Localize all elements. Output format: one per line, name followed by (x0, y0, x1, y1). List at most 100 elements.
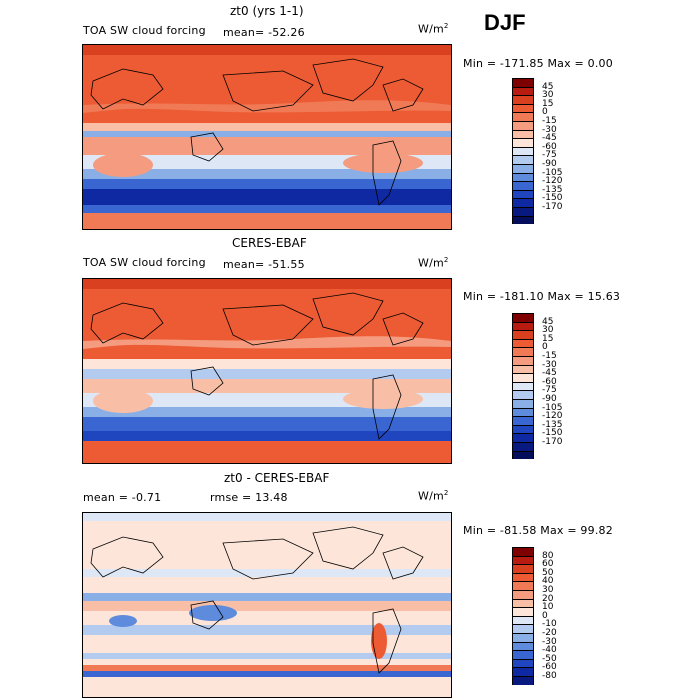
colorbar-swatch (512, 547, 534, 556)
colorbar-label: -150 (542, 428, 563, 439)
colorbar-swatch (512, 364, 534, 374)
colorbar-label: 50 (542, 567, 554, 578)
colorbar-label: -150 (542, 193, 563, 204)
panel-diff-rmse-label: rmse = 13.48 (210, 491, 288, 504)
colorbar-label: -30 (542, 124, 557, 135)
colorbar-swatch (512, 632, 534, 642)
colorbar-swatch (512, 390, 534, 399)
colorbar-swatch (512, 172, 534, 182)
colorbar-swatch (512, 615, 534, 625)
panel-model-map (82, 44, 452, 230)
colorbar-label: 0 (542, 342, 548, 353)
colorbar-swatch (512, 441, 534, 451)
colorbar-label: -60 (542, 376, 557, 387)
panel-diff-title: zt0 - CERES-EBAF (224, 471, 330, 485)
colorbar-label: -105 (542, 402, 563, 413)
colorbar-swatch (512, 313, 534, 322)
colorbar-label: -135 (542, 184, 563, 195)
colorbar-label: 15 (542, 333, 554, 344)
colorbar-swatch (512, 450, 534, 460)
colorbar-label: 40 (542, 576, 554, 587)
colorbar-label: -75 (542, 385, 557, 396)
colorbar-swatch (512, 103, 534, 113)
colorbar-label: 30 (542, 325, 554, 336)
colorbar-label: -105 (542, 167, 563, 178)
colorbar-swatch (512, 338, 534, 348)
panel-diff-units: W/m2 (418, 489, 449, 503)
colorbar-swatch (512, 398, 534, 408)
panel-model-colorbar: 45 30 15 0 -15 -30 -45 -60 -75 -90 -105 -120 -135 -15… (512, 78, 562, 225)
colorbar-swatch (512, 86, 534, 96)
colorbar-swatch (512, 373, 534, 382)
colorbar-swatch (512, 163, 534, 173)
colorbar-swatch (512, 572, 534, 582)
colorbar-label: 60 (542, 559, 554, 570)
panel-diff-colorbar: 80 60 50 40 30 20 10 0 -10 -20 -30 -40 -50 -60 -80 (512, 547, 557, 685)
colorbar-swatch (512, 667, 534, 676)
panel-obs-mean-label: mean= -51.55 (223, 258, 305, 271)
colorbar-swatch (512, 407, 534, 417)
colorbar-label: 30 (542, 585, 554, 595)
colorbar-swatch (512, 181, 534, 190)
panel-diff-mean-label: mean = -0.71 (83, 491, 162, 504)
panel-diff-map (82, 512, 452, 698)
colorbar-swatch (512, 78, 534, 87)
colorbar-swatch (512, 650, 534, 659)
panel-diff-minmax: Min = -81.58 Max = 99.82 (463, 524, 613, 537)
colorbar-swatch (512, 95, 534, 104)
colorbar-label: -60 (542, 141, 557, 152)
colorbar-swatch (512, 381, 534, 391)
colorbar-label: -45 (542, 368, 557, 379)
colorbar-swatch (512, 424, 534, 434)
colorbar-label: -120 (542, 176, 563, 187)
panel-obs-minmax: Min = -181.10 Max = 15.63 (463, 290, 621, 303)
colorbar-label: 45 (542, 316, 554, 327)
colorbar-swatch (512, 155, 534, 164)
panel-model-mean-label: mean= -52.26 (223, 26, 305, 39)
colorbar-swatch (512, 330, 534, 339)
colorbar-swatch (512, 206, 534, 216)
colorbar-label: -10 (542, 619, 557, 630)
panel-obs-colorbar: 45 30 15 0 -15 -30 -45 -60 -75 -90 -105 -120 -135 -15… (512, 313, 562, 460)
colorbar-swatch (512, 355, 534, 365)
colorbar-label: 80 (542, 550, 554, 561)
colorbar-label: -60 (542, 662, 557, 673)
colorbar-swatch (512, 416, 534, 425)
colorbar-label: -170 (542, 437, 563, 447)
colorbar-swatch (512, 321, 534, 331)
colorbar-label: 15 (542, 98, 554, 109)
colorbar-label: -20 (542, 628, 557, 638)
panel-obs-variable-label: TOA SW cloud forcing (83, 256, 206, 269)
colorbar-label: -40 (542, 645, 557, 656)
colorbar-swatch (512, 146, 534, 156)
colorbar-swatch (512, 564, 534, 573)
colorbar-label: 45 (542, 81, 554, 92)
colorbar-swatch (512, 589, 534, 599)
colorbar-swatch (512, 641, 534, 651)
colorbar-swatch (512, 347, 534, 356)
colorbar-swatch (512, 675, 534, 685)
panel-obs-title: CERES-EBAF (232, 236, 307, 250)
colorbar-swatch (512, 120, 534, 130)
colorbar-label: -50 (542, 653, 557, 664)
colorbar-label: -170 (542, 202, 563, 212)
colorbar-swatch (512, 555, 534, 565)
colorbar-label: 0 (542, 610, 548, 621)
colorbar-swatch (512, 624, 534, 633)
colorbar-label: -90 (542, 159, 557, 169)
colorbar-swatch (512, 112, 534, 121)
colorbar-label: -135 (542, 419, 563, 430)
colorbar-label: -30 (542, 636, 557, 647)
colorbar-swatch (512, 658, 534, 668)
colorbar-label: 30 (542, 90, 554, 101)
panel-model-title: zt0 (yrs 1-1) (230, 4, 304, 18)
colorbar-label: -90 (542, 394, 557, 404)
panel-model-variable-label: TOA SW cloud forcing (83, 24, 206, 37)
colorbar-swatch (512, 215, 534, 225)
colorbar-label: -15 (542, 116, 557, 126)
colorbar-swatch (512, 129, 534, 139)
colorbar-label: -30 (542, 359, 557, 370)
panel-obs-map (82, 278, 452, 464)
colorbar-swatch (512, 598, 534, 608)
colorbar-label: -15 (542, 351, 557, 361)
